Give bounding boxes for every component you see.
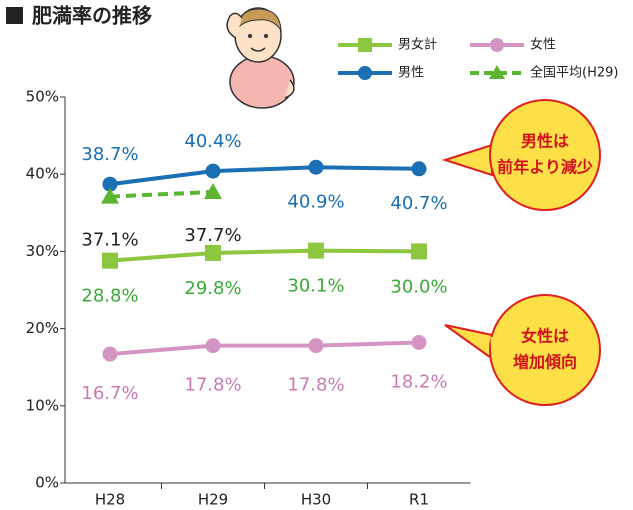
data-label: 37.7% xyxy=(184,225,241,246)
point xyxy=(308,243,324,259)
x-tick-label: H29 xyxy=(198,491,228,509)
point xyxy=(412,161,427,176)
point xyxy=(412,335,427,350)
callout-text: 男性は xyxy=(521,132,569,151)
x-tick-label: H30 xyxy=(301,491,331,509)
data-label: 37.1% xyxy=(81,230,138,251)
point xyxy=(411,243,427,259)
legend-label: 男女計 xyxy=(398,37,437,53)
point xyxy=(205,245,221,261)
legend-marker xyxy=(358,38,372,52)
title-square xyxy=(6,7,23,24)
y-tick-label: 0% xyxy=(35,474,59,492)
cartoon xyxy=(227,8,294,108)
x-tick-label: R1 xyxy=(409,491,429,509)
legend-label: 女性 xyxy=(530,37,556,53)
point xyxy=(309,160,324,175)
point xyxy=(206,338,221,353)
y-tick-label: 30% xyxy=(26,242,59,260)
x-tick-label: H28 xyxy=(95,491,125,509)
data-label: 30.1% xyxy=(287,276,344,297)
chart-title: 肥満率の推移 xyxy=(32,4,152,28)
chart: 肥満率の推移 0% 10% 20% 30% 40% 50% H28 H29 H30 R1 28.8%… xyxy=(0,0,633,510)
data-label: 16.7% xyxy=(81,383,138,404)
callout-text: 増加傾向 xyxy=(513,353,577,372)
point xyxy=(103,347,118,362)
y-tick-label: 10% xyxy=(26,396,59,414)
legend-label: 全国平均(H29) xyxy=(530,65,618,81)
legend-marker xyxy=(490,38,504,52)
series-line xyxy=(110,167,419,184)
callout-text: 前年より減少 xyxy=(497,158,593,177)
data-label: 18.2% xyxy=(390,371,447,392)
data-label: 17.8% xyxy=(184,375,241,396)
data-label: 40.4% xyxy=(184,131,241,152)
data-label: 40.7% xyxy=(390,193,447,214)
callout-text: 女性は xyxy=(521,327,569,346)
y-tick-label: 40% xyxy=(26,165,59,183)
data-label: 30.0% xyxy=(390,276,447,297)
legend-marker xyxy=(358,66,372,80)
point xyxy=(206,164,221,179)
series-line xyxy=(110,251,419,261)
data-label: 40.9% xyxy=(287,191,344,212)
legend-label: 男性 xyxy=(398,66,424,81)
series-line xyxy=(110,342,419,354)
data-label: 29.8% xyxy=(184,278,241,299)
series-line xyxy=(110,192,213,197)
point xyxy=(102,253,118,269)
data-label: 38.7% xyxy=(81,144,138,165)
data-label: 17.8% xyxy=(287,375,344,396)
y-tick-label: 50% xyxy=(26,88,59,106)
y-tick-label: 20% xyxy=(26,319,59,337)
point xyxy=(309,338,324,353)
data-label: 28.8% xyxy=(81,286,138,307)
